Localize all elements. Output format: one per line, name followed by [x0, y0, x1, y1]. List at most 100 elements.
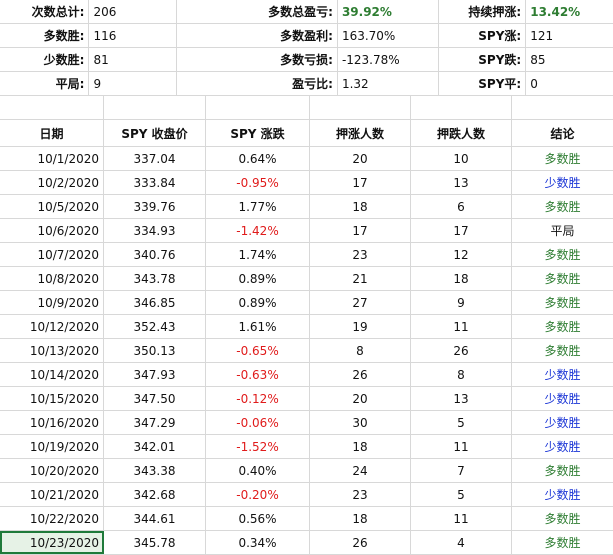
summary-value[interactable]: 39.92% — [338, 0, 440, 23]
date-cell[interactable]: 10/21/2020 — [0, 483, 104, 506]
bearish-count-cell[interactable]: 8 — [411, 363, 512, 386]
date-cell[interactable]: 10/6/2020 — [0, 219, 104, 242]
bearish-count-cell[interactable]: 13 — [411, 387, 512, 410]
change-cell[interactable]: 1.74% — [206, 243, 310, 266]
close-cell[interactable]: 337.04 — [104, 147, 206, 170]
change-cell[interactable]: 1.77% — [206, 195, 310, 218]
date-cell[interactable]: 10/13/2020 — [0, 339, 104, 362]
date-cell[interactable]: 10/20/2020 — [0, 459, 104, 482]
date-cell[interactable]: 10/16/2020 — [0, 411, 104, 434]
summary-value[interactable]: 163.70% — [338, 24, 440, 47]
summary-label[interactable]: 多数总盈亏: — [177, 0, 338, 23]
close-cell[interactable]: 342.01 — [104, 435, 206, 458]
bullish-count-cell[interactable]: 24 — [310, 459, 411, 482]
header-date[interactable]: 日期 — [0, 120, 104, 146]
change-cell[interactable]: -0.06% — [206, 411, 310, 434]
bullish-count-cell[interactable]: 20 — [310, 147, 411, 170]
close-cell[interactable]: 340.76 — [104, 243, 206, 266]
conclusion-cell[interactable]: 多数胜 — [544, 248, 581, 262]
bearish-count-cell[interactable]: 11 — [411, 435, 512, 458]
header-change[interactable]: SPY 涨跌 — [206, 120, 310, 146]
empty-cell[interactable] — [206, 96, 310, 119]
conclusion-cell[interactable]: 少数胜 — [544, 176, 581, 190]
close-cell[interactable]: 344.61 — [104, 507, 206, 530]
date-cell[interactable]: 10/5/2020 — [0, 195, 104, 218]
summary-label[interactable]: 多数亏损: — [177, 48, 338, 71]
summary-label[interactable]: 平局: — [0, 72, 90, 95]
bearish-count-cell[interactable]: 5 — [411, 483, 512, 506]
conclusion-cell[interactable]: 少数胜 — [544, 368, 581, 382]
change-cell[interactable]: -0.63% — [206, 363, 310, 386]
empty-cell[interactable] — [104, 96, 206, 119]
summary-value[interactable]: 0 — [530, 76, 538, 91]
bearish-count-cell[interactable]: 26 — [411, 339, 512, 362]
bearish-count-cell[interactable]: 13 — [411, 171, 512, 194]
summary-value[interactable]: -123.78% — [338, 48, 440, 71]
conclusion-cell[interactable]: 少数胜 — [544, 488, 581, 502]
date-cell[interactable]: 10/2/2020 — [0, 171, 104, 194]
bullish-count-cell[interactable]: 26 — [310, 363, 411, 386]
change-cell[interactable]: -1.42% — [206, 219, 310, 242]
close-cell[interactable]: 347.29 — [104, 411, 206, 434]
bullish-count-cell[interactable]: 17 — [310, 171, 411, 194]
conclusion-cell[interactable]: 多数胜 — [544, 296, 581, 310]
summary-label[interactable]: 次数总计: — [0, 0, 90, 23]
conclusion-cell[interactable]: 多数胜 — [544, 320, 581, 334]
conclusion-cell[interactable]: 少数胜 — [544, 392, 581, 406]
conclusion-cell[interactable]: 多数胜 — [544, 512, 581, 526]
bullish-count-cell[interactable]: 23 — [310, 483, 411, 506]
bullish-count-cell[interactable]: 18 — [310, 507, 411, 530]
bearish-count-cell[interactable]: 10 — [411, 147, 512, 170]
summary-label[interactable]: SPY跌: — [439, 48, 527, 71]
summary-value[interactable]: 206 — [89, 0, 178, 23]
close-cell[interactable]: 334.93 — [104, 219, 206, 242]
bullish-count-cell[interactable]: 18 — [310, 195, 411, 218]
summary-label[interactable]: SPY涨: — [439, 24, 527, 47]
header-bearish-count[interactable]: 押跌人数 — [411, 120, 512, 146]
date-cell[interactable]: 10/22/2020 — [0, 507, 104, 530]
date-cell[interactable]: 10/12/2020 — [0, 315, 104, 338]
change-cell[interactable]: -0.12% — [206, 387, 310, 410]
change-cell[interactable]: 0.34% — [206, 531, 310, 554]
summary-label[interactable]: SPY平: — [439, 72, 527, 95]
change-cell[interactable]: 0.89% — [206, 267, 310, 290]
change-cell[interactable]: -0.20% — [206, 483, 310, 506]
conclusion-cell[interactable]: 多数胜 — [544, 200, 581, 214]
empty-cell[interactable] — [310, 96, 411, 119]
bearish-count-cell[interactable]: 5 — [411, 411, 512, 434]
summary-label[interactable]: 盈亏比: — [177, 72, 338, 95]
bearish-count-cell[interactable]: 7 — [411, 459, 512, 482]
bullish-count-cell[interactable]: 21 — [310, 267, 411, 290]
bullish-count-cell[interactable]: 17 — [310, 219, 411, 242]
conclusion-cell[interactable]: 多数胜 — [544, 152, 581, 166]
close-cell[interactable]: 347.93 — [104, 363, 206, 386]
date-cell[interactable]: 10/1/2020 — [0, 147, 104, 170]
close-cell[interactable]: 343.38 — [104, 459, 206, 482]
bearish-count-cell[interactable]: 12 — [411, 243, 512, 266]
summary-label[interactable]: 持续押涨: — [439, 0, 527, 23]
summary-value[interactable]: 81 — [89, 48, 178, 71]
change-cell[interactable]: 0.56% — [206, 507, 310, 530]
header-bullish-count[interactable]: 押涨人数 — [310, 120, 411, 146]
bearish-count-cell[interactable]: 11 — [411, 507, 512, 530]
close-cell[interactable]: 342.68 — [104, 483, 206, 506]
summary-value[interactable]: 9 — [89, 72, 178, 95]
bearish-count-cell[interactable]: 11 — [411, 315, 512, 338]
date-cell[interactable]: 10/23/2020 — [0, 531, 104, 554]
change-cell[interactable]: -1.52% — [206, 435, 310, 458]
bullish-count-cell[interactable]: 26 — [310, 531, 411, 554]
header-conclusion[interactable]: 结论 — [550, 126, 575, 141]
date-cell[interactable]: 10/15/2020 — [0, 387, 104, 410]
bearish-count-cell[interactable]: 6 — [411, 195, 512, 218]
close-cell[interactable]: 343.78 — [104, 267, 206, 290]
date-cell[interactable]: 10/19/2020 — [0, 435, 104, 458]
conclusion-cell[interactable]: 多数胜 — [544, 344, 581, 358]
bullish-count-cell[interactable]: 18 — [310, 435, 411, 458]
header-close[interactable]: SPY 收盘价 — [104, 120, 206, 146]
bullish-count-cell[interactable]: 30 — [310, 411, 411, 434]
summary-label[interactable]: 多数胜: — [0, 24, 90, 47]
conclusion-cell[interactable]: 多数胜 — [544, 272, 581, 286]
close-cell[interactable]: 347.50 — [104, 387, 206, 410]
summary-value[interactable]: 85 — [530, 52, 546, 67]
bullish-count-cell[interactable]: 20 — [310, 387, 411, 410]
